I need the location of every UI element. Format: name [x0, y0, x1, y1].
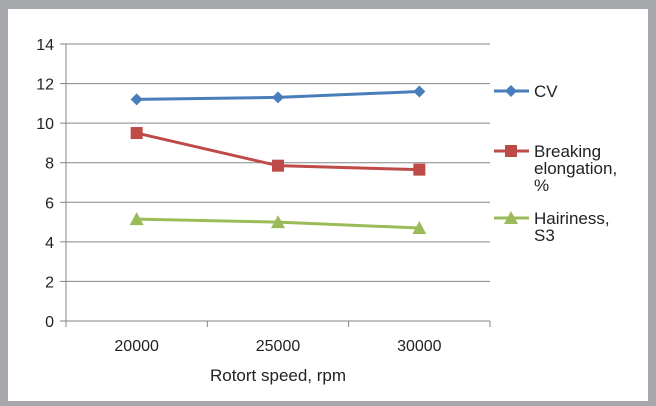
- y-tick-label: 10: [36, 116, 54, 133]
- data-point: [130, 93, 143, 106]
- series-2: [129, 212, 427, 235]
- y-tick-label: 4: [45, 235, 54, 252]
- legend-marker: [505, 85, 517, 97]
- chart-frame: 0 2 4 6 8 10 12 14 20000 25000 30000 CV Breaking el…: [8, 9, 648, 401]
- x-axis-title: Rotort speed, rpm: [210, 366, 346, 385]
- legend-marker: [505, 145, 517, 157]
- y-tick-label: 14: [36, 37, 54, 54]
- legend-marker: [504, 211, 518, 224]
- line-chart: 0 2 4 6 8 10 12 14 20000 25000 30000 CV Breakingel…: [36, 37, 617, 385]
- legend-label: CV: [534, 82, 558, 101]
- y-tick-label: 0: [45, 314, 54, 331]
- x-tick-labels: 20000 25000 30000: [114, 338, 441, 355]
- data-point: [413, 85, 426, 98]
- data-point: [130, 127, 143, 140]
- series-lines: [129, 85, 427, 235]
- legend-item: CV: [494, 82, 558, 101]
- y-tick-label: 2: [45, 274, 54, 291]
- series-1: [130, 127, 426, 176]
- y-tick-label: 8: [45, 156, 54, 173]
- axes: [65, 44, 490, 322]
- y-tick-label: 6: [45, 195, 54, 212]
- legend-label: %: [534, 176, 549, 195]
- data-point: [129, 212, 144, 226]
- x-tick-label: 30000: [397, 338, 442, 355]
- gridlines: [60, 43, 491, 327]
- series-0: [130, 85, 426, 106]
- data-point: [272, 159, 284, 172]
- data-point: [272, 91, 284, 104]
- legend-item: Hairiness,S3: [494, 209, 610, 245]
- legend-label: Breaking: [534, 142, 601, 161]
- data-point: [413, 163, 426, 176]
- data-point: [271, 215, 285, 229]
- data-point: [412, 221, 427, 235]
- y-tick-label: 12: [36, 77, 54, 94]
- x-tick-label: 20000: [114, 338, 159, 355]
- x-tick-label: 25000: [256, 338, 301, 355]
- legend-label: Hairiness,: [534, 209, 610, 228]
- legend-label: S3: [534, 226, 555, 245]
- y-tick-labels: 0 2 4 6 8 10 12 14: [36, 37, 54, 331]
- legend-label: elongation,: [534, 159, 617, 178]
